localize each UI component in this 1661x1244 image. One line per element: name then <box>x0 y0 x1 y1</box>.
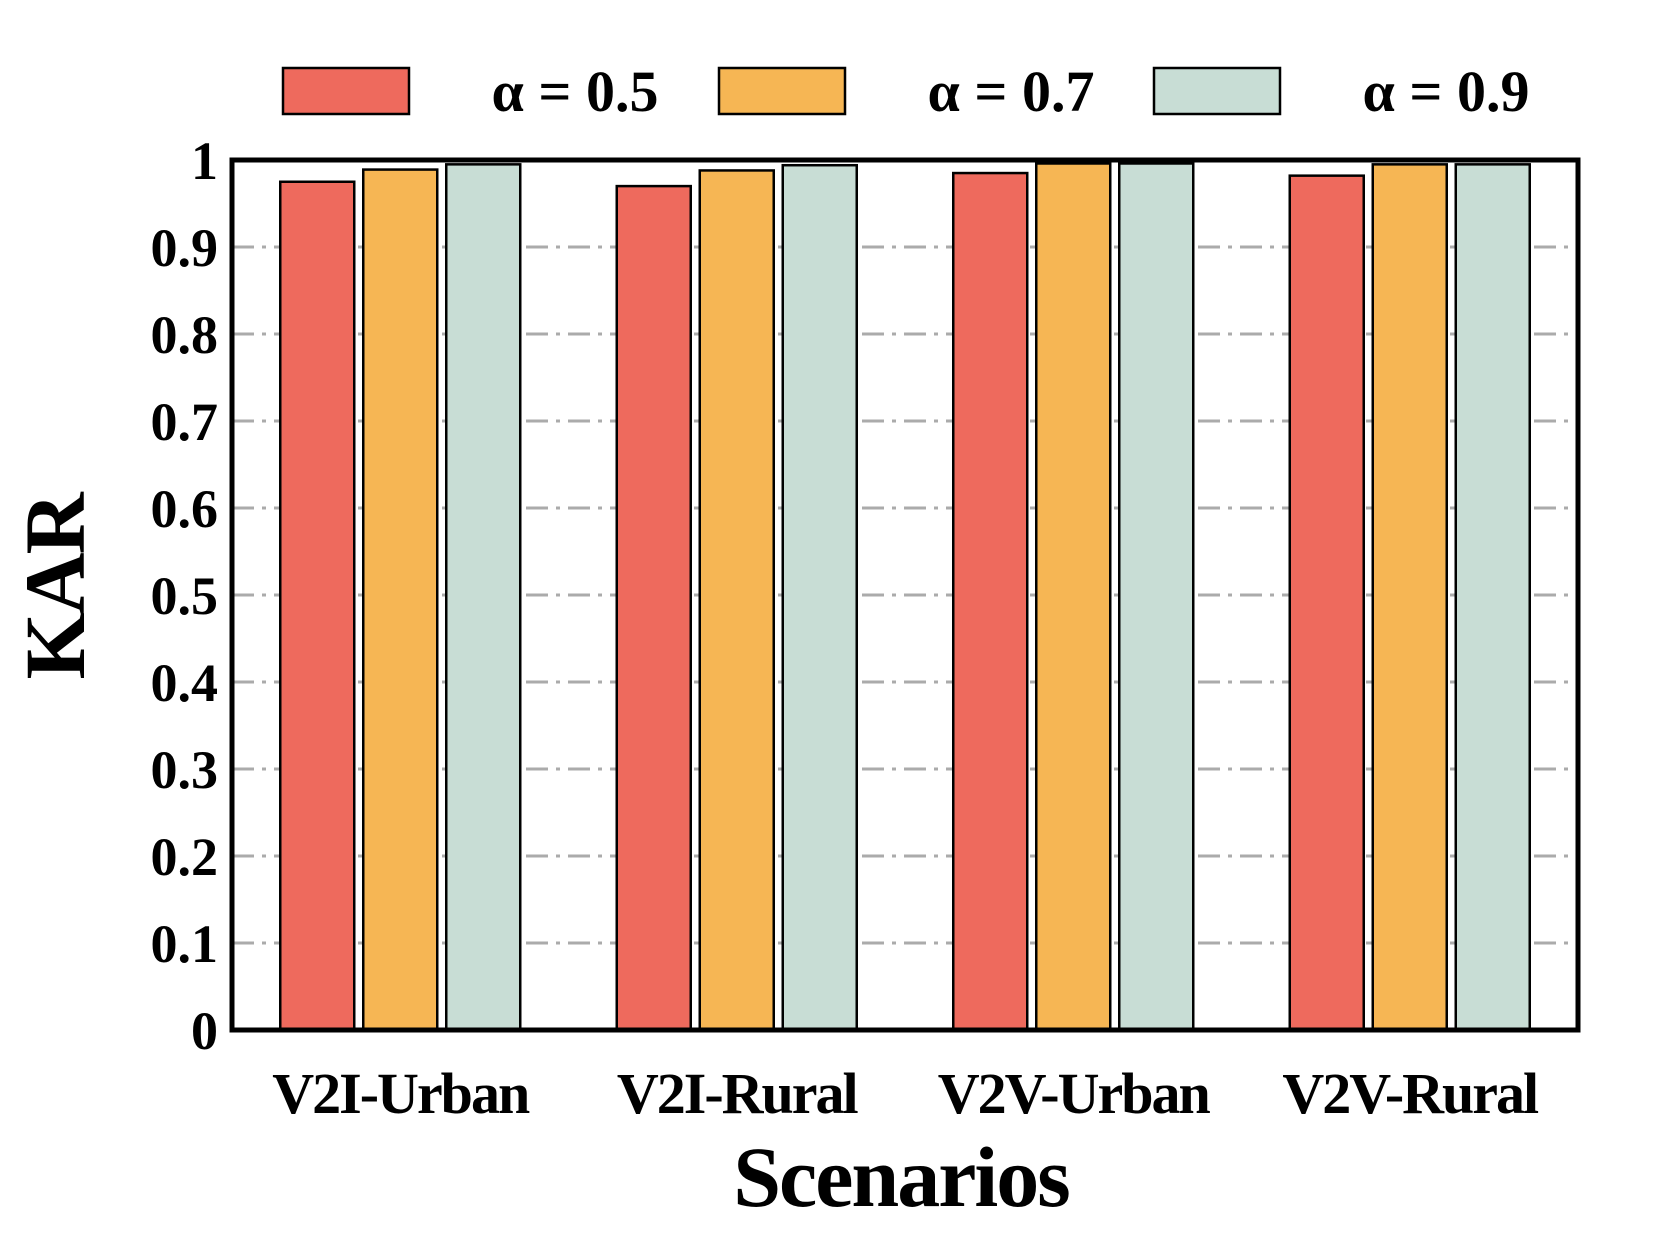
y-tick-label-10: 1 <box>191 131 218 191</box>
y-tick-label-2: 0.2 <box>151 827 219 887</box>
x-tick-label-1: V2I-Rural <box>617 1061 859 1126</box>
y-axis-title: KAR <box>7 492 103 680</box>
legend: α = 0.5 α = 0.7 α = 0.9 <box>281 59 1530 124</box>
x-tick-label-0: V2I-Urban <box>272 1061 530 1126</box>
y-tick-label-3: 0.3 <box>151 740 219 800</box>
bar-v2v-rural-series-1 <box>1288 174 1365 1032</box>
y-tick-label-7: 0.7 <box>151 392 219 452</box>
y-tick-label-1: 0.1 <box>151 914 219 974</box>
bar-v2v-urban-series-3 <box>1118 162 1195 1032</box>
x-tick-label-3: V2V-Rural <box>1282 1061 1539 1126</box>
y-tick-label-6: 0.6 <box>151 479 219 539</box>
bar-v2i-urban-series-1 <box>279 180 356 1032</box>
y-tick-label-0: 0 <box>191 1001 218 1061</box>
y-tick-labels: 0 0.1 0.2 0.3 0.4 0.5 0.6 0.7 0.8 0.9 1 <box>151 131 219 1061</box>
bar-v2i-rural-series-2 <box>698 169 775 1032</box>
bar-v2i-rural-series-1 <box>615 184 692 1032</box>
legend-swatch-1 <box>281 66 411 116</box>
x-tick-label-2: V2V-Urban <box>938 1061 1211 1126</box>
bar-v2i-urban-series-3 <box>445 163 522 1032</box>
legend-label-2: α = 0.7 <box>928 59 1095 124</box>
bar-v2v-urban-series-1 <box>952 171 1029 1032</box>
bar-v2v-rural-series-3 <box>1454 163 1531 1032</box>
y-tick-label-4: 0.4 <box>151 653 219 713</box>
x-axis-title: Scenarios <box>733 1129 1069 1225</box>
plot-frame <box>229 157 1581 1033</box>
legend-swatch-3 <box>1152 66 1282 116</box>
bar-v2i-urban-series-2 <box>362 168 439 1032</box>
bar-v2v-rural-series-2 <box>1371 163 1448 1032</box>
legend-label-3: α = 0.9 <box>1363 59 1530 124</box>
y-tick-label-9: 0.9 <box>151 218 219 278</box>
legend-swatch-2 <box>717 66 847 116</box>
bar-v2v-urban-series-2 <box>1035 162 1112 1032</box>
x-tick-labels: V2I-Urban V2I-Rural V2V-Urban V2V-Rural <box>272 1061 1541 1126</box>
y-tick-label-5: 0.5 <box>151 566 219 626</box>
bar-v2i-rural-series-3 <box>781 163 858 1032</box>
legend-label-1: α = 0.5 <box>492 59 659 124</box>
bars <box>279 162 1531 1032</box>
y-tick-label-8: 0.8 <box>151 305 219 365</box>
